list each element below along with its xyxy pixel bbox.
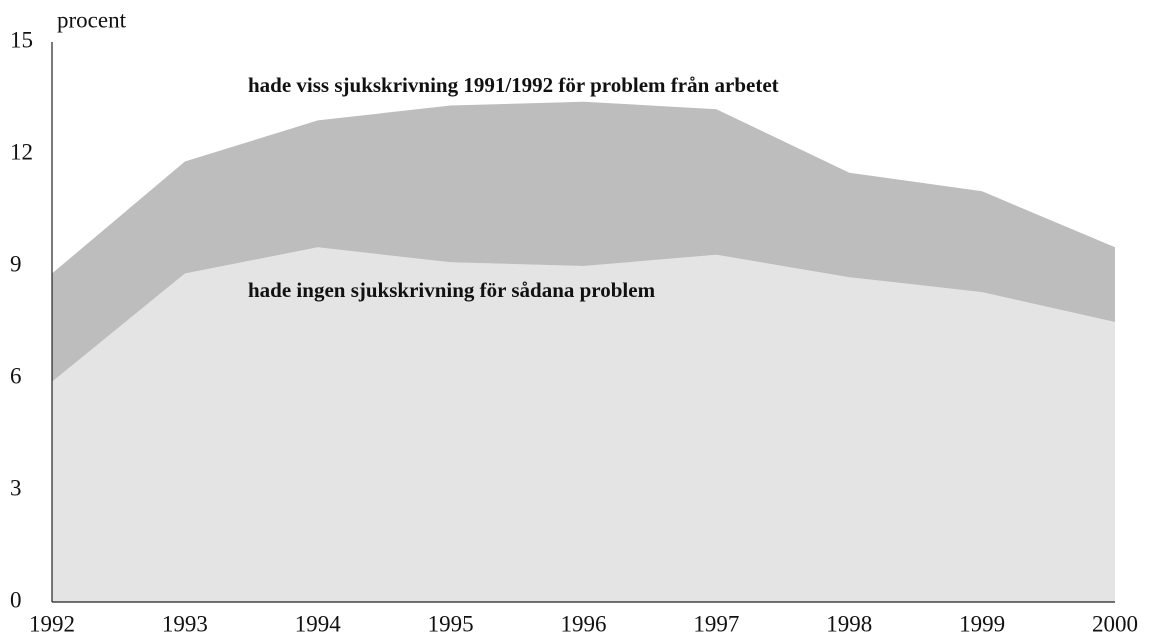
x-tick-label: 1996 [561,611,607,636]
y-tick-label: 9 [10,251,22,276]
area [52,101,1115,382]
x-tick-label: 1997 [693,611,739,636]
series-label: hade ingen sjukskrivning för sådana prob… [248,278,656,302]
y-tick-label: 15 [10,27,33,52]
y-tick-label: 0 [10,587,22,612]
x-tick-label: 1992 [29,611,75,636]
x-tick-label: 1999 [959,611,1005,636]
y-tick-label: 3 [10,475,22,500]
y-tick-label: 12 [10,139,33,164]
x-tick-label: 2000 [1092,611,1138,636]
series-label: hade viss sjukskrivning 1991/1992 för pr… [248,73,779,97]
x-tick-label: 1998 [826,611,872,636]
x-tick-label: 1993 [162,611,208,636]
y-axis-label: procent [57,7,127,32]
area [52,247,1115,603]
x-tick-label: 1995 [428,611,474,636]
x-tick-label: 1994 [295,611,342,636]
y-tick-label: 6 [10,363,22,388]
